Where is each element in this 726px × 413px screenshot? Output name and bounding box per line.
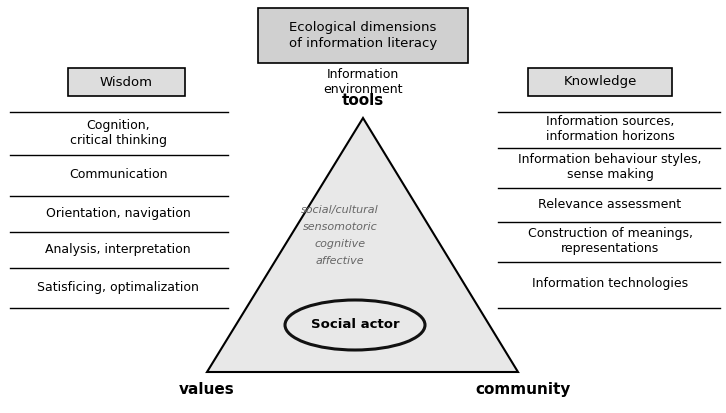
Text: affective: affective bbox=[316, 256, 364, 266]
Text: Information sources,
information horizons: Information sources, information horizon… bbox=[546, 115, 674, 143]
Text: Communication: Communication bbox=[69, 169, 167, 181]
FancyBboxPatch shape bbox=[68, 68, 185, 96]
Text: Orientation, navigation: Orientation, navigation bbox=[46, 206, 190, 219]
Text: social/cultural: social/cultural bbox=[301, 205, 379, 215]
FancyBboxPatch shape bbox=[258, 8, 468, 63]
Text: Analysis, interpretation: Analysis, interpretation bbox=[45, 244, 191, 256]
FancyBboxPatch shape bbox=[528, 68, 672, 96]
Text: Knowledge: Knowledge bbox=[563, 76, 637, 88]
Text: Information technologies: Information technologies bbox=[532, 278, 688, 290]
Ellipse shape bbox=[285, 300, 425, 350]
Text: Wisdom: Wisdom bbox=[100, 76, 153, 88]
Text: Construction of meanings,
representations: Construction of meanings, representation… bbox=[528, 227, 693, 255]
Text: tools: tools bbox=[342, 93, 384, 108]
Text: Ecological dimensions
of information literacy: Ecological dimensions of information lit… bbox=[289, 21, 437, 50]
Text: cognitive: cognitive bbox=[314, 239, 366, 249]
Text: Cognition,
critical thinking: Cognition, critical thinking bbox=[70, 119, 166, 147]
Text: community: community bbox=[476, 382, 571, 397]
Text: sensomotoric: sensomotoric bbox=[303, 222, 378, 232]
Text: Satisficing, optimalization: Satisficing, optimalization bbox=[37, 282, 199, 294]
Text: values: values bbox=[179, 382, 235, 397]
Text: Information behaviour styles,
sense making: Information behaviour styles, sense maki… bbox=[518, 153, 702, 181]
Text: Relevance assessment: Relevance assessment bbox=[539, 197, 682, 211]
Text: Social actor: Social actor bbox=[311, 318, 399, 332]
Polygon shape bbox=[207, 118, 518, 372]
Text: Information
environment: Information environment bbox=[323, 68, 403, 96]
